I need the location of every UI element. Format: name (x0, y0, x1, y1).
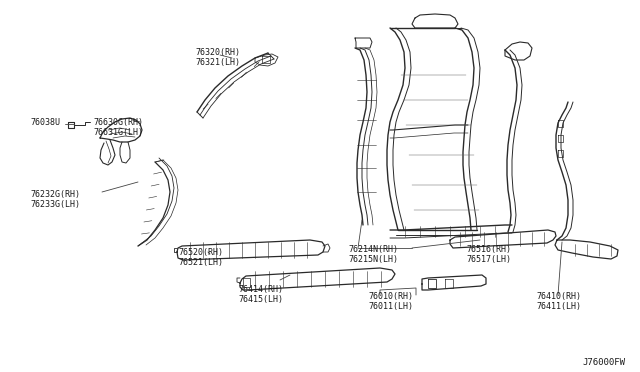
Text: 76520(RH)
76521(LH): 76520(RH) 76521(LH) (178, 248, 223, 267)
Text: 76516(RH)
76517(LH): 76516(RH) 76517(LH) (466, 245, 511, 264)
Text: 76010(RH)
76011(LH): 76010(RH) 76011(LH) (368, 292, 413, 311)
Text: 76232G(RH)
76233G(LH): 76232G(RH) 76233G(LH) (30, 190, 80, 209)
Text: 76320(RH)
76321(LH): 76320(RH) 76321(LH) (195, 48, 240, 67)
Text: 76410(RH)
76411(LH): 76410(RH) 76411(LH) (536, 292, 581, 311)
Text: J76000FW: J76000FW (582, 358, 625, 367)
Text: 76038U: 76038U (30, 118, 60, 127)
Text: 76214N(RH)
76215N(LH): 76214N(RH) 76215N(LH) (348, 245, 398, 264)
Text: 76414(RH)
76415(LH): 76414(RH) 76415(LH) (238, 285, 283, 304)
Text: 76630G(RH)
76631G(LH): 76630G(RH) 76631G(LH) (93, 118, 143, 137)
